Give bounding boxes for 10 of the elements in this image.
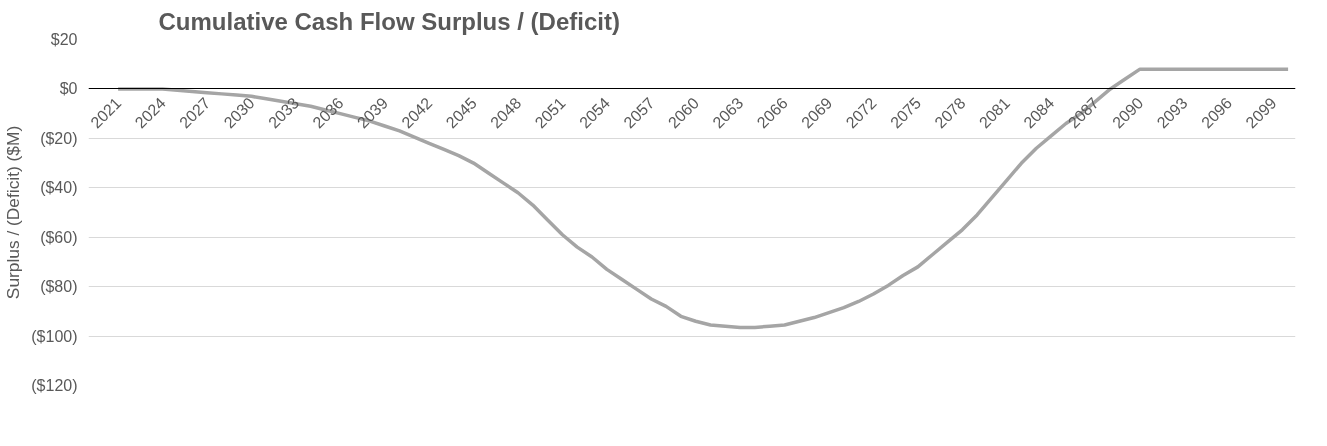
y-tick-label: ($100) <box>31 327 78 345</box>
y-tick-label: ($80) <box>40 278 78 296</box>
chart-title: Cumulative Cash Flow Surplus / (Deficit) <box>158 7 620 35</box>
y-axis-title: Surplus / (Deficit) ($M) <box>3 125 24 300</box>
y-tick-label: ($120) <box>31 377 78 394</box>
y-tick-label: ($20) <box>40 129 78 147</box>
y-tick-label: $0 <box>59 80 78 98</box>
y-tick-label: $20 <box>50 31 78 48</box>
y-tick-label: ($60) <box>40 228 78 246</box>
y-tick-label: ($40) <box>40 179 78 197</box>
